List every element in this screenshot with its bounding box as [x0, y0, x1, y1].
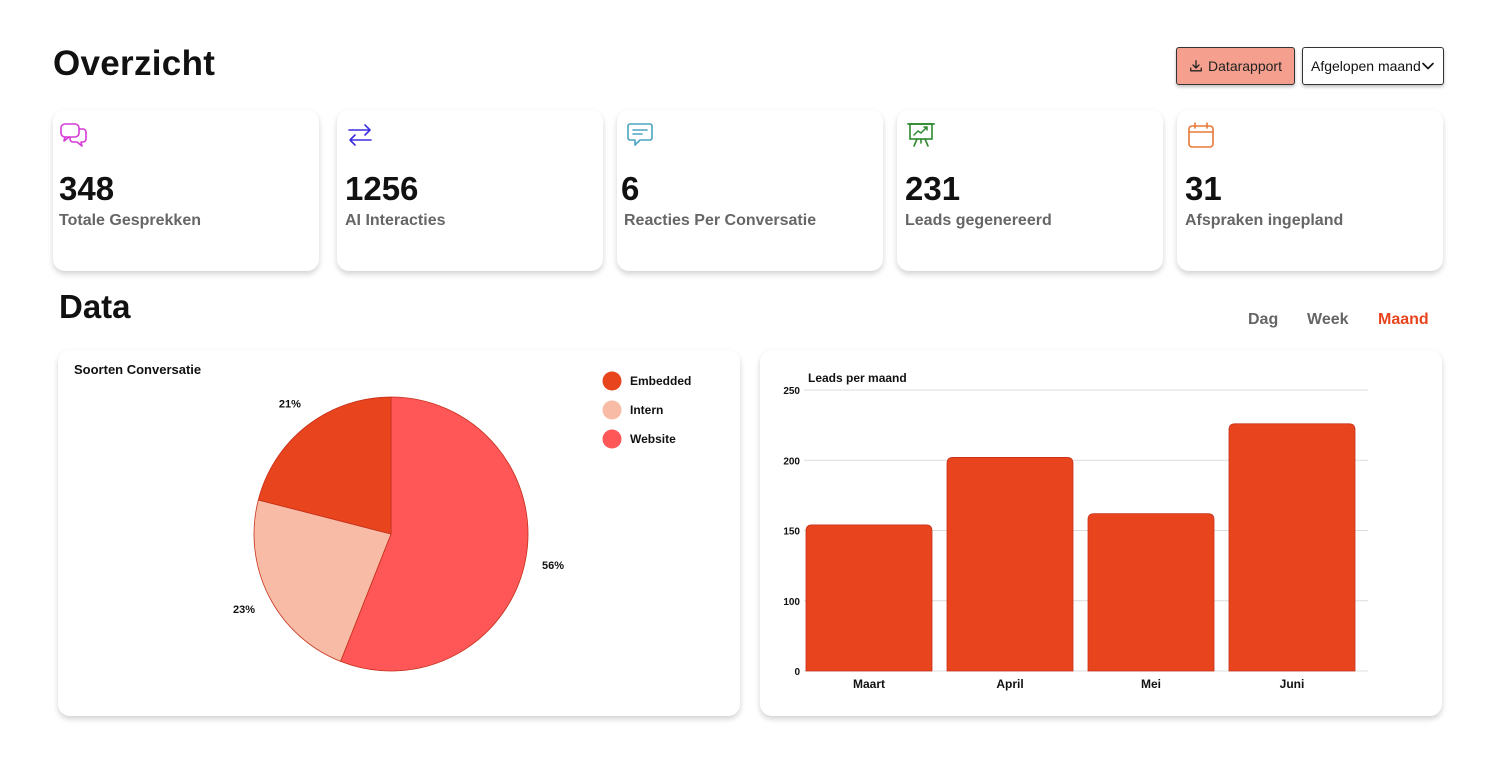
- y-tick-label: 0: [794, 667, 800, 678]
- pie-slice-label: 56%: [542, 560, 564, 572]
- pie-slice-intern: [253, 499, 392, 662]
- tab-month[interactable]: Maand: [1378, 311, 1429, 328]
- y-tick-label: 150: [783, 527, 800, 538]
- x-tick-label: April: [996, 677, 1023, 691]
- stat-value: 31: [1185, 170, 1222, 207]
- bar-maart: [805, 524, 933, 672]
- download-report-button[interactable]: Datarapport: [1176, 47, 1295, 85]
- stat-value: 231: [905, 170, 961, 207]
- arrows-exchange-icon: [348, 124, 372, 146]
- chat-bubbles-icon: [60, 123, 87, 147]
- bar-chart-title: Leads per maand: [808, 371, 907, 385]
- y-tick-label: 250: [783, 386, 800, 397]
- presentation-chart-icon: [907, 123, 935, 147]
- legend-swatch: [602, 429, 622, 449]
- stat-label: Afspraken ingepland: [1185, 212, 1344, 229]
- bar-juni: [1228, 423, 1356, 672]
- stat-card-replies: 6 Reacties Per Conversatie: [617, 110, 883, 271]
- x-tick-label: Maart: [853, 677, 885, 691]
- data-section-title: Data: [59, 288, 131, 325]
- download-report-label: Datarapport: [1208, 58, 1282, 74]
- pie-slice-embedded: [257, 396, 392, 535]
- page-title: Overzicht: [53, 44, 216, 83]
- legend-swatch: [602, 400, 622, 420]
- calendar-icon: [1188, 122, 1214, 148]
- pie-slice-label: 23%: [233, 604, 255, 616]
- stat-card-appointments: 31 Afspraken ingepland: [1177, 110, 1443, 271]
- x-tick-label: Mei: [1141, 677, 1161, 691]
- x-tick-label: Juni: [1280, 677, 1305, 691]
- pie-slice-label: 21%: [279, 399, 301, 411]
- legend-entry: Intern: [630, 403, 663, 417]
- legend-entry: Embedded: [630, 374, 691, 388]
- pie-slice-website: [340, 396, 529, 672]
- bar-april: [946, 457, 1074, 672]
- tab-week[interactable]: Week: [1307, 311, 1349, 328]
- stat-value: 348: [59, 170, 115, 207]
- period-select[interactable]: Afgelopen maand: [1302, 47, 1444, 85]
- stat-label: Totale Gesprekken: [59, 212, 201, 229]
- stat-card-leads: 231 Leads gegenereerd: [897, 110, 1163, 271]
- stat-label: Leads gegenereerd: [905, 212, 1052, 229]
- stat-card-conversations: 348 Totale Gesprekken: [53, 110, 319, 271]
- stat-value: 6: [621, 170, 640, 207]
- leads-per-month-card: 0 100 150 200 250 Leads per maand Maart April Me…: [760, 350, 1442, 716]
- message-icon: [627, 123, 653, 146]
- stat-card-ai-interactions: 1256 AI Interacties: [337, 110, 603, 271]
- pie-chart: 56% 23% 21% Embedded Intern Website: [233, 371, 691, 672]
- stat-value: 1256: [345, 170, 419, 207]
- period-select-value: Afgelopen maand: [1311, 58, 1421, 74]
- legend-entry: Website: [630, 432, 676, 446]
- chevron-down-icon: [1422, 62, 1434, 70]
- bar-mei: [1087, 513, 1215, 672]
- legend-swatch: [602, 371, 622, 391]
- bar-chart: 0 100 150 200 250 Leads per maand Maart April Me…: [783, 371, 1368, 691]
- stat-label: AI Interacties: [345, 212, 446, 229]
- download-icon: [1190, 60, 1202, 72]
- y-tick-label: 200: [783, 456, 800, 467]
- stat-label: Reacties Per Conversatie: [624, 212, 817, 229]
- conversation-types-card: Soorten Conversatie 56% 23% 21% Embedded Int…: [58, 350, 740, 716]
- tab-day[interactable]: Dag: [1248, 311, 1279, 328]
- y-tick-label: 100: [783, 597, 800, 608]
- pie-chart-title: Soorten Conversatie: [74, 362, 202, 377]
